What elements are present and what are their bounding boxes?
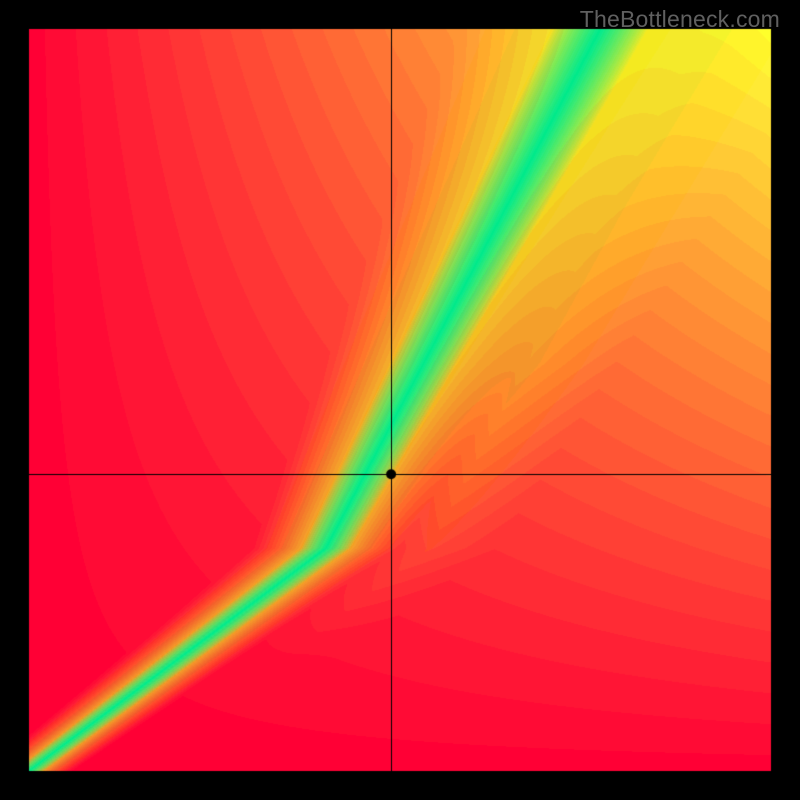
chart-container: { "meta": { "watermark": "TheBottleneck.… bbox=[0, 0, 800, 800]
bottleneck-heatmap bbox=[0, 0, 800, 800]
watermark-text: TheBottleneck.com bbox=[580, 6, 780, 33]
